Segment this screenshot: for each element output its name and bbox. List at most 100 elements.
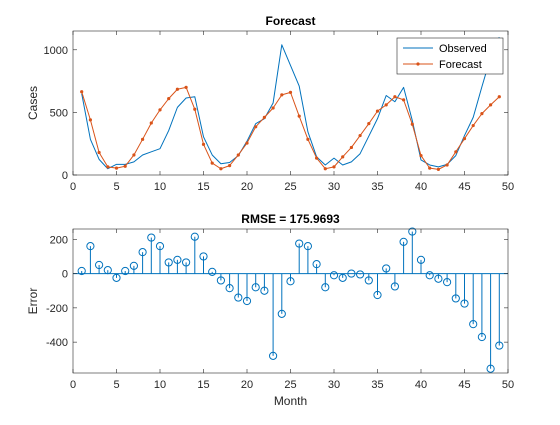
- error-marker: [251, 283, 260, 292]
- forecast-point: [349, 145, 353, 150]
- forecast-point: [489, 103, 493, 107]
- error-marker: [295, 239, 304, 248]
- error-marker: [373, 290, 382, 300]
- error-marks: [73, 227, 508, 373]
- error-marker: [155, 242, 165, 251]
- forecast-point: [254, 125, 258, 129]
- forecast-point: [193, 107, 197, 111]
- forecast-point: [384, 103, 388, 107]
- forecast-point: [219, 167, 223, 171]
- series-line-observed: [81, 37, 500, 170]
- error-marker: [356, 270, 365, 279]
- ax2-y-tick-label: 0: [62, 269, 68, 281]
- ax1-x-tick-label: 20: [241, 181, 253, 193]
- forecast-point: [315, 156, 319, 160]
- ax1-x-tick-label: 30: [328, 181, 340, 193]
- error-marker: [260, 286, 269, 295]
- ax2-x-tick-label: 25: [284, 379, 296, 391]
- forecast-point: [201, 142, 206, 146]
- error-marker: [338, 273, 347, 282]
- forecast-chart-title: Forecast: [265, 14, 315, 28]
- ax2-x-tick-label: 40: [415, 379, 427, 391]
- forecast-point: [158, 108, 162, 112]
- forecast-point: [97, 150, 101, 155]
- error-marker: [364, 276, 373, 285]
- forecast-point: [288, 90, 293, 94]
- error-marker: [477, 332, 486, 342]
- forecast-point: [410, 122, 414, 126]
- ax1-x-tick-label: 0: [70, 181, 76, 193]
- error-marker: [347, 269, 356, 278]
- ax1-y-tick-label: 0: [62, 170, 68, 182]
- error-plot-area: [73, 229, 508, 373]
- legend-box: [396, 37, 504, 75]
- forecast-point: [445, 163, 449, 167]
- forecast-point: [184, 85, 188, 89]
- forecast-point: [419, 153, 423, 158]
- forecast-point: [402, 98, 406, 102]
- forecast-point: [262, 115, 266, 119]
- ax1-x-tick-label: 40: [415, 181, 427, 193]
- error-y-axis-label: Error: [26, 288, 40, 315]
- ax2-y-tick-label: 200: [50, 234, 68, 246]
- error-marker: [242, 296, 252, 306]
- forecast-point: [454, 150, 458, 154]
- forecast-point: [428, 166, 432, 170]
- error-marker: [112, 273, 121, 282]
- error-marker: [173, 255, 182, 264]
- error-marker: [147, 233, 156, 242]
- forecast-point: [306, 137, 310, 141]
- forecast-point: [245, 141, 249, 145]
- error-marker: [434, 274, 443, 283]
- forecast-point: [323, 167, 327, 171]
- legend-observed-label: Observed: [439, 43, 487, 55]
- error-marker: [321, 283, 330, 292]
- error-marker: [225, 284, 234, 293]
- forecast-point: [141, 137, 145, 141]
- error-marker: [416, 255, 426, 264]
- error-marker: [469, 320, 478, 329]
- error-marker: [277, 309, 286, 318]
- error-marker: [138, 248, 147, 257]
- forecast-y-axis-label: Cases: [26, 86, 40, 120]
- error-marker: [408, 227, 417, 236]
- legend-forecast-label: Forecast: [439, 59, 482, 71]
- forecast-point: [358, 133, 362, 138]
- ax2-x-tick-label: 45: [458, 379, 470, 391]
- error-marker: [425, 271, 434, 280]
- error-marker: [303, 242, 312, 251]
- legend-forecast-marker: [416, 62, 420, 66]
- ax2-x-tick-label: 0: [70, 379, 76, 391]
- ax1-x-tick-label: 10: [154, 181, 166, 193]
- ax2-x-tick-label: 50: [502, 379, 514, 391]
- forecast-point: [175, 87, 179, 91]
- error-marker: [286, 277, 295, 286]
- forecast-point: [280, 93, 284, 97]
- forecast-point: [341, 155, 345, 159]
- error-marker: [86, 242, 95, 251]
- error-marker: [329, 271, 339, 280]
- error-marker: [460, 299, 469, 308]
- error-marker: [129, 261, 138, 270]
- error-ticks: 0 5 10 15 20 25 30 35 40 45 50 -400 -200 0 200: [46, 229, 514, 391]
- error-marker: [390, 282, 399, 291]
- error-marker: [95, 260, 104, 270]
- error-marker: [208, 267, 217, 276]
- error-marker: [182, 258, 191, 267]
- forecast-point: [332, 165, 336, 169]
- ax1-x-tick-label: 5: [113, 181, 119, 193]
- forecast-point: [436, 167, 440, 171]
- error-axes: 0 5 10 15 20 25 30 35 40 45 50 -400 -200 0 200 RMSE = …: [26, 212, 514, 408]
- forecast-point: [393, 95, 397, 99]
- forecast-point: [297, 114, 301, 118]
- forecast-point: [271, 106, 275, 110]
- error-marker: [121, 266, 130, 276]
- ax1-x-tick-label: 50: [502, 181, 514, 193]
- ax1-x-tick-label: 15: [197, 181, 209, 193]
- ax1-y-tick-label: 500: [50, 107, 68, 119]
- error-marker: [269, 351, 278, 360]
